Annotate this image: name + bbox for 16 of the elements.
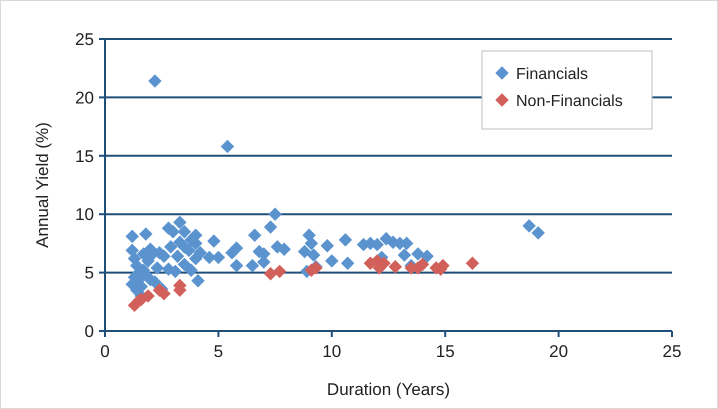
y-axis-title: Annual Yield (%) (33, 122, 52, 248)
y-tick-label: 0 (84, 322, 94, 341)
x-tick-label: 5 (214, 342, 224, 361)
y-tick-label: 15 (75, 146, 94, 166)
y-tick-label: 20 (75, 88, 94, 108)
x-tick-label: 0 (100, 342, 110, 361)
x-tick-label: 15 (436, 342, 455, 361)
x-tick-label: 25 (662, 342, 682, 361)
x-axis-title: Duration (Years) (326, 380, 450, 399)
legend-label: Non-Financials (516, 93, 623, 110)
legend-label: Financials (516, 66, 588, 83)
x-tick-label: 20 (549, 342, 568, 361)
x-tick-label: 10 (322, 342, 342, 361)
y-tick-label: 25 (75, 30, 94, 49)
y-tick-label: 10 (75, 205, 94, 224)
y-tick-label: 5 (84, 264, 94, 283)
